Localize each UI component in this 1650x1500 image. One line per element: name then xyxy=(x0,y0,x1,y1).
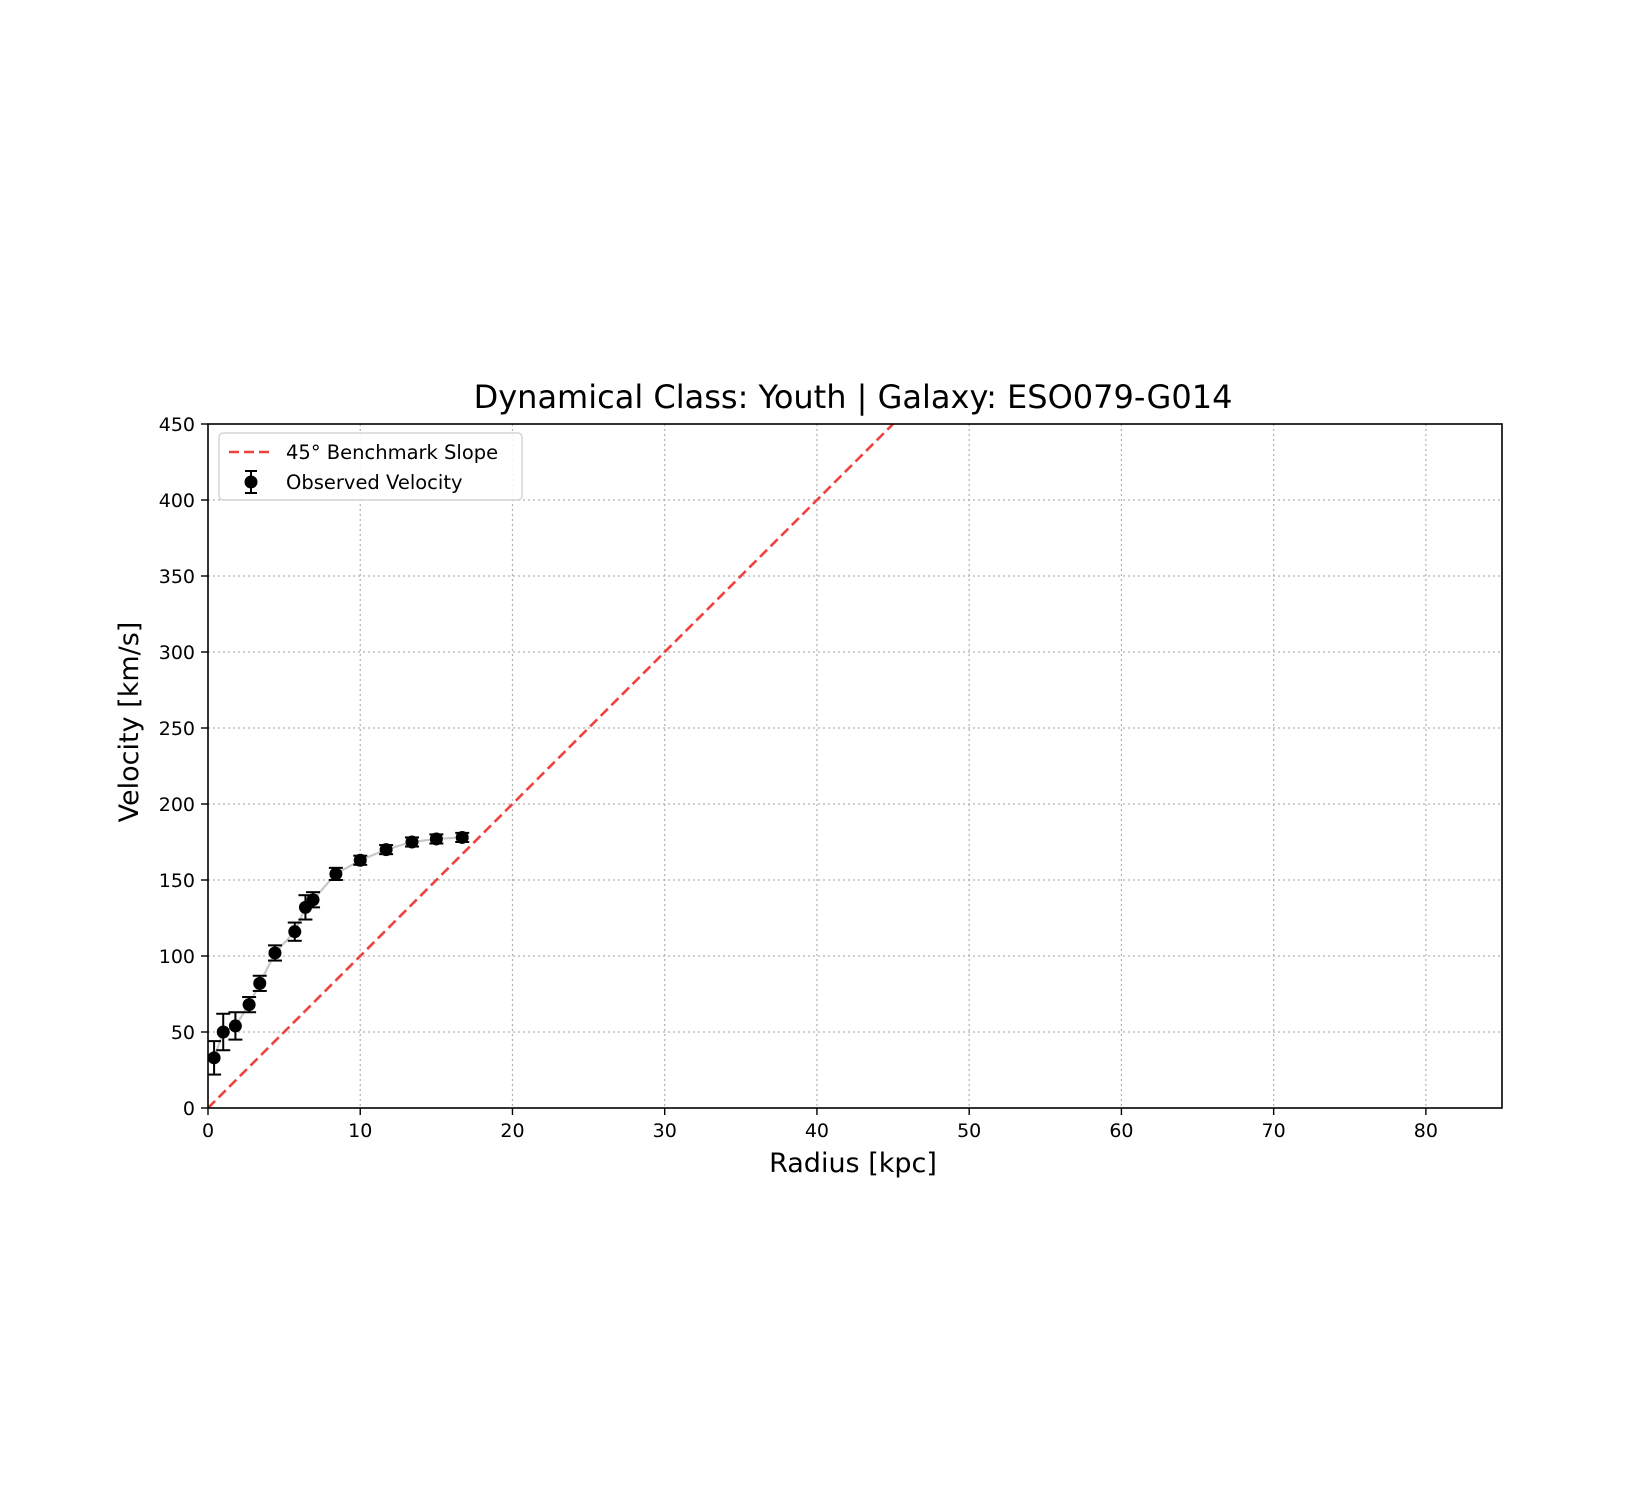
data-point xyxy=(404,835,419,849)
data-point xyxy=(267,944,282,962)
y-tick-label: 450 xyxy=(159,414,195,436)
x-tick-label: 40 xyxy=(805,1120,829,1142)
x-tick-label: 70 xyxy=(1262,1120,1286,1142)
data-point xyxy=(353,853,368,867)
x-tick-label: 30 xyxy=(653,1120,677,1142)
data-marker xyxy=(268,946,282,960)
legend-marker-swatch xyxy=(244,475,258,489)
data-point xyxy=(252,974,267,992)
data-point xyxy=(208,1040,222,1076)
x-tick-label: 50 xyxy=(957,1120,981,1142)
x-tick-label: 80 xyxy=(1414,1120,1438,1142)
data-marker xyxy=(306,893,320,907)
legend: 45° Benchmark Slope Observed Velocity xyxy=(218,432,523,501)
y-tick-label: 300 xyxy=(159,642,195,664)
y-tick-label: 250 xyxy=(159,718,195,740)
y-tick-label: 0 xyxy=(183,1098,195,1120)
data-point xyxy=(429,832,444,846)
y-tick-label: 400 xyxy=(159,490,195,512)
data-marker xyxy=(242,998,256,1012)
chart-title: Dynamical Class: Youth | Galaxy: ESO079-… xyxy=(474,378,1233,416)
x-tick-label: 10 xyxy=(348,1120,372,1142)
data-point xyxy=(287,921,302,942)
y-axis-label: Velocity [km/s] xyxy=(114,622,145,823)
y-tick-label: 350 xyxy=(159,566,195,588)
legend-box xyxy=(218,432,523,501)
y-tick-label: 150 xyxy=(159,870,195,892)
legend-observed-label: Observed Velocity xyxy=(286,471,463,494)
data-marker xyxy=(216,1025,230,1039)
x-tick-label: 20 xyxy=(500,1120,524,1142)
y-tick-label: 200 xyxy=(159,794,195,816)
benchmark-slope-line xyxy=(208,424,894,1108)
data-marker xyxy=(208,1051,221,1065)
x-tick-label: 0 xyxy=(202,1120,214,1142)
data-point xyxy=(455,830,470,844)
data-point xyxy=(228,1011,243,1041)
data-layer xyxy=(208,424,894,1108)
x-axis-label: Radius [kpc] xyxy=(769,1148,937,1179)
data-point xyxy=(242,996,257,1014)
data-marker xyxy=(228,1019,242,1033)
data-point xyxy=(379,843,394,857)
data-marker xyxy=(253,976,267,990)
legend-benchmark-label: 45° Benchmark Slope xyxy=(286,441,498,464)
data-marker xyxy=(429,832,443,846)
data-point xyxy=(216,1012,231,1052)
plot-area: 0 10 20 30 40 50 60 70 80 0 50 100 150 200 250 300 350 40… xyxy=(159,414,1503,1142)
y-tick-label: 100 xyxy=(159,946,195,968)
data-marker xyxy=(379,843,393,857)
data-point xyxy=(306,891,321,909)
data-marker xyxy=(288,925,302,939)
y-tick-label: 50 xyxy=(171,1022,195,1044)
x-tick-label: 60 xyxy=(1109,1120,1133,1142)
data-marker xyxy=(405,835,419,849)
data-marker xyxy=(353,853,367,867)
data-point xyxy=(328,866,343,881)
data-marker xyxy=(455,830,469,844)
data-marker xyxy=(329,867,343,881)
axes-frame xyxy=(207,423,1503,1109)
